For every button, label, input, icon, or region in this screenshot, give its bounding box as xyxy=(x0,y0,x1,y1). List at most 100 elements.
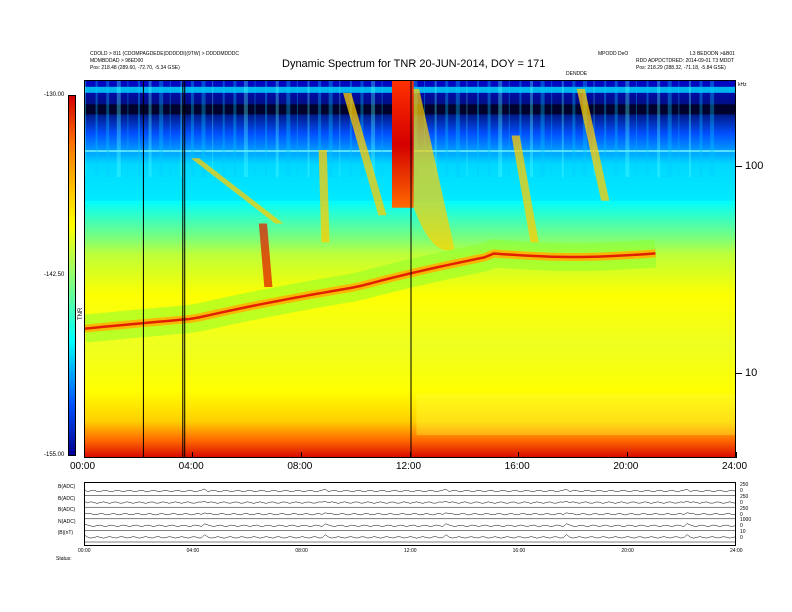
drifting-burst xyxy=(258,223,273,287)
streak xyxy=(646,81,649,178)
lower-trace xyxy=(83,512,737,516)
x-tick-mark xyxy=(409,452,411,458)
lower-trace xyxy=(83,488,737,493)
streak xyxy=(529,81,533,178)
colorbar-tick-mid: -142.50 xyxy=(44,272,65,278)
lower-x-tick-label: 04:00 xyxy=(186,548,200,554)
streak xyxy=(593,81,595,178)
streak xyxy=(434,81,437,178)
lower-panel-right-tick: 250 xyxy=(740,505,749,512)
x-tick-label: 12:00 xyxy=(396,461,422,472)
streak xyxy=(635,81,637,178)
streak xyxy=(180,81,183,178)
corner-unit-label: kHz xyxy=(738,82,747,88)
streak xyxy=(710,81,715,178)
header-top-left-line2: MDMBDDAD > 98ED00 xyxy=(90,58,144,64)
y-tick-100: 100 xyxy=(745,160,764,172)
header-top-left-line1: CDOLD > 811 (CDOMPAGDEDE(DDDDDI)(9TW) > … xyxy=(90,51,239,57)
header-top-right-line2: RDD ADPDCTDRED: 2014-09-01 T3 MDDT xyxy=(636,58,734,64)
lower-panels-svg xyxy=(83,482,737,546)
x-tick-mark xyxy=(518,452,520,458)
streak xyxy=(169,81,171,178)
streak xyxy=(286,81,291,178)
streak xyxy=(85,81,86,178)
burst-drift xyxy=(413,88,455,251)
lower-panel-right-tick: 0 xyxy=(740,523,743,530)
colorbar xyxy=(68,95,76,456)
lower-panel-right-tick: 10 xyxy=(740,529,746,536)
lower-panel-right-tick: 0 xyxy=(740,487,743,494)
y-tick-mark-10 xyxy=(736,373,742,374)
x-tick-mark xyxy=(83,452,85,458)
streak xyxy=(582,81,587,178)
header-top-right-line3: Pos: 218.29 (288.32, -71.18, -5.84 GSE) xyxy=(636,65,726,71)
streak xyxy=(222,81,225,178)
streak xyxy=(275,81,279,178)
streak xyxy=(307,81,310,178)
x-tick-label: 04:00 xyxy=(178,461,204,472)
streak xyxy=(604,81,607,178)
header-top-right-line1: L3 BEDODN >&B01 xyxy=(690,51,735,57)
streak xyxy=(201,81,206,178)
lower-x-tick-label: 00:00 xyxy=(78,548,91,554)
colorbar-tick-top: -130.00 xyxy=(44,92,65,98)
x-tick-mark xyxy=(192,452,194,458)
streak xyxy=(561,81,564,178)
plasma-line-core xyxy=(85,252,656,330)
streak xyxy=(614,81,618,178)
streak xyxy=(667,81,672,178)
lower-panel-right-tick: 1000 xyxy=(740,517,752,524)
streak xyxy=(127,81,129,178)
streak xyxy=(212,81,214,178)
x-tick-mark xyxy=(626,452,628,458)
streak xyxy=(349,81,352,178)
spectrogram-svg xyxy=(85,81,735,457)
lower-panel-right-tick: 0 xyxy=(740,499,743,506)
chart-title: Dynamic Spectrum for TNR 20-JUN-2014, DO… xyxy=(282,58,546,70)
x-tick-label: 20:00 xyxy=(613,461,639,472)
lower-x-tick-label: 16:00 xyxy=(512,548,526,554)
lower-trace xyxy=(83,523,737,527)
streak xyxy=(95,81,98,178)
lower-panel-label: B(ADC) xyxy=(58,495,76,502)
lower-frame xyxy=(84,482,736,546)
drifting-burst xyxy=(343,93,387,216)
streak xyxy=(360,81,364,178)
status-footer: Status: xyxy=(56,556,72,562)
streak xyxy=(339,81,341,178)
streak xyxy=(487,81,491,178)
dynamic-spectrum-plot xyxy=(84,80,736,458)
streak xyxy=(265,81,268,178)
lower-panel-label: B(ADC) xyxy=(58,484,76,490)
lower-x-tick-label: 24:00 xyxy=(730,548,743,554)
streak xyxy=(116,81,121,178)
streak xyxy=(371,81,376,178)
lower-panel-label: |B|(nT) xyxy=(58,530,74,537)
lower-panels xyxy=(83,482,737,546)
streak xyxy=(318,81,322,178)
drifting-burst xyxy=(190,158,284,224)
streak xyxy=(477,81,480,178)
drifting-burst xyxy=(576,88,610,201)
streak xyxy=(243,81,248,178)
streak xyxy=(233,81,237,178)
streak xyxy=(455,81,460,178)
streak xyxy=(445,81,449,178)
colorbar-tick-bottom: -155.00 xyxy=(44,452,65,458)
streak xyxy=(572,81,576,178)
streak xyxy=(148,81,152,178)
lower-panel-right-tick: 250 xyxy=(740,493,749,500)
streak xyxy=(137,81,140,178)
lower-x-tick-label: 08:00 xyxy=(295,548,308,554)
streak xyxy=(699,81,703,178)
radio-burst-column xyxy=(391,81,414,208)
x-tick-mark xyxy=(735,452,737,458)
streak xyxy=(540,81,545,178)
streak xyxy=(296,81,298,178)
y-tick-10: 10 xyxy=(745,367,758,379)
streak xyxy=(508,81,510,178)
streak xyxy=(106,81,110,178)
lower-panel-right-tick: 0 xyxy=(740,511,743,518)
x-tick-label: 08:00 xyxy=(287,461,313,472)
streak xyxy=(328,81,333,178)
